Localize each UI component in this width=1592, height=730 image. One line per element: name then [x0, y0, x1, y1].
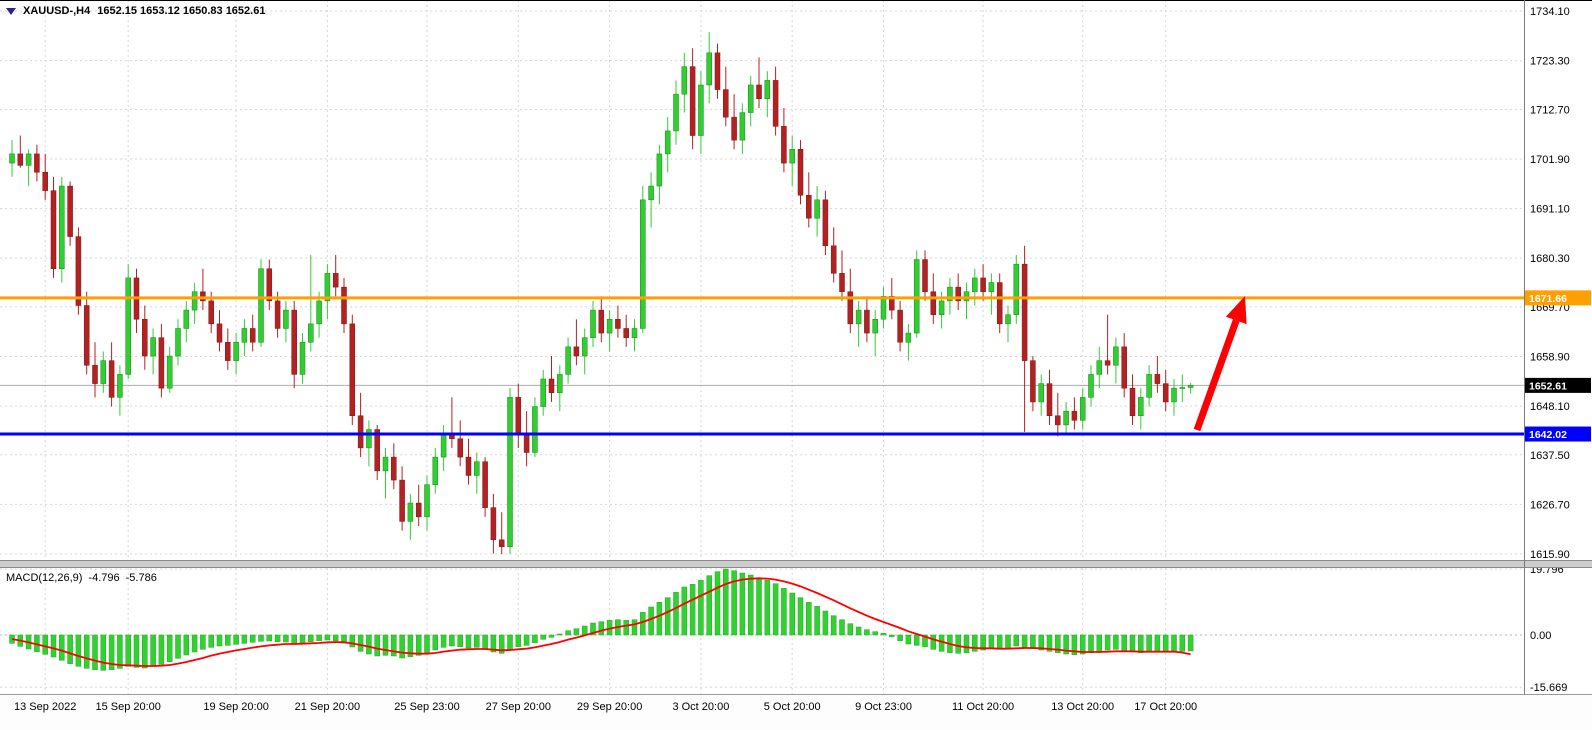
svg-text:1691.10: 1691.10	[1530, 204, 1570, 216]
svg-text:1701.90: 1701.90	[1530, 154, 1570, 166]
time-label: 17 Oct 20:00	[1134, 701, 1198, 713]
time-label: 9 Oct 23:00	[855, 701, 912, 713]
price-chart-canvas[interactable]: 1734.10 1723.30 1712.70 1701.90 1691.10 1680.…	[0, 0, 1592, 560]
svg-text:1658.90: 1658.90	[1530, 351, 1570, 363]
svg-text:1626.70: 1626.70	[1530, 499, 1570, 511]
time-label: 21 Sep 20:00	[294, 701, 361, 713]
svg-text:1712.70: 1712.70	[1530, 104, 1570, 116]
macd-pane: 19.796 0.00 -15.669 MACD(12,26,9) -4.796 -…	[0, 568, 1592, 694]
time-label: 13 Sep 2022	[13, 701, 77, 713]
svg-text:1680.30: 1680.30	[1530, 253, 1570, 265]
svg-text:1652.61: 1652.61	[1529, 380, 1567, 392]
svg-text:1734.10: 1734.10	[1530, 6, 1570, 18]
time-label: 11 Oct 20:00	[952, 701, 1015, 713]
svg-text:1615.90: 1615.90	[1530, 549, 1570, 560]
svg-text:1648.10: 1648.10	[1530, 401, 1570, 413]
svg-text:0.00: 0.00	[1530, 630, 1551, 642]
svg-text:1642.02: 1642.02	[1529, 429, 1567, 441]
time-label: 19 Sep 20:00	[203, 701, 269, 713]
time-label: 13 Oct 20:00	[1051, 701, 1115, 713]
svg-text:19.796: 19.796	[1530, 568, 1564, 576]
time-label: 3 Oct 20:00	[672, 701, 730, 713]
time-label: 27 Sep 20:00	[485, 701, 552, 713]
time-axis[interactable]: 13 Sep 2022 15 Sep 20:00 19 Sep 20:00 21 Se…	[0, 694, 1592, 730]
svg-text:1671.66: 1671.66	[1529, 293, 1567, 305]
time-label: 29 Sep 20:00	[576, 701, 643, 713]
panel-separator[interactable]	[0, 560, 1592, 568]
time-label: 5 Oct 20:00	[763, 701, 821, 713]
svg-text:1637.50: 1637.50	[1530, 450, 1570, 462]
time-label: 25 Sep 23:00	[394, 701, 460, 713]
time-label: 15 Sep 20:00	[95, 701, 161, 713]
svg-text:1723.30: 1723.30	[1530, 56, 1570, 68]
macd-canvas[interactable]: 19.796 0.00 -15.669	[0, 568, 1592, 694]
svg-text:-15.669: -15.669	[1530, 682, 1567, 694]
main-chart-pane: 1734.10 1723.30 1712.70 1701.90 1691.10 1680.…	[0, 0, 1592, 560]
